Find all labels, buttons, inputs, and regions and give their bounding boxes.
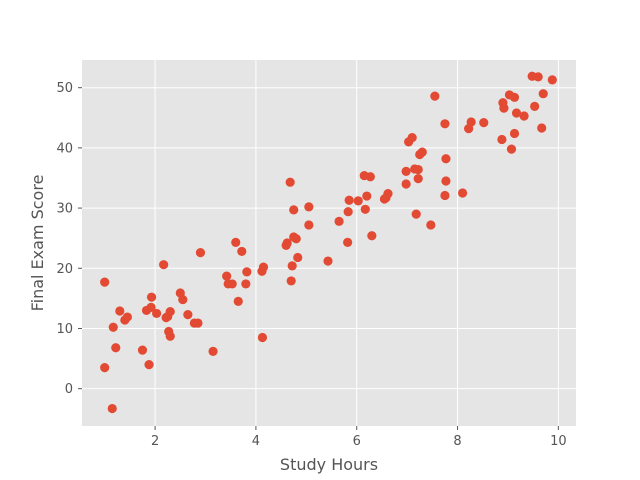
data-point	[291, 234, 301, 244]
data-point	[144, 359, 154, 370]
data-point	[289, 205, 299, 215]
data-point	[100, 363, 110, 373]
y-axis-label: Final Exam Score	[28, 175, 47, 312]
data-point	[519, 111, 529, 121]
data-point	[407, 133, 417, 143]
data-point	[537, 123, 547, 133]
x-axis-label: Study Hours	[280, 455, 378, 474]
data-point	[344, 195, 354, 205]
data-point	[499, 103, 509, 113]
data-point	[286, 276, 296, 286]
data-point	[222, 271, 232, 281]
data-point	[258, 262, 269, 272]
y-tick-label: 0	[65, 382, 73, 397]
data-point	[146, 302, 156, 313]
x-tick-label: 4	[252, 434, 260, 449]
data-point	[231, 237, 241, 247]
x-tick-label: 6	[353, 434, 361, 449]
data-point	[509, 128, 520, 139]
data-point	[304, 202, 314, 212]
data-point	[111, 343, 121, 353]
data-point	[383, 189, 393, 199]
x-tick-label: 8	[453, 434, 461, 449]
data-point	[401, 179, 411, 189]
data-point	[122, 312, 132, 322]
data-point	[108, 322, 118, 332]
data-point	[441, 176, 451, 186]
data-point	[506, 144, 517, 154]
data-point	[343, 207, 353, 217]
data-point	[343, 237, 353, 247]
data-point	[293, 252, 303, 263]
data-point	[146, 292, 157, 302]
data-point	[353, 196, 363, 206]
data-point	[178, 294, 188, 305]
data-points	[100, 71, 557, 414]
data-point	[362, 191, 372, 201]
data-point	[457, 188, 468, 198]
data-point	[538, 89, 548, 99]
data-point	[334, 216, 344, 226]
data-point	[242, 267, 252, 277]
data-point	[193, 318, 203, 328]
data-point	[466, 117, 476, 127]
data-point	[413, 173, 423, 184]
data-point	[360, 204, 370, 214]
data-point	[401, 166, 411, 176]
data-point	[137, 345, 148, 355]
data-point	[304, 220, 314, 230]
data-point	[479, 118, 489, 128]
y-tick-label: 40	[56, 141, 73, 156]
data-point	[530, 101, 540, 111]
data-point	[440, 119, 450, 129]
data-point	[441, 154, 451, 164]
plot-area	[82, 60, 576, 426]
x-tick-label: 10	[550, 434, 567, 449]
data-point	[107, 403, 117, 414]
data-point	[152, 308, 162, 319]
data-point	[413, 164, 423, 175]
data-point	[115, 306, 125, 316]
y-tick-label: 20	[56, 262, 73, 277]
data-point	[183, 310, 193, 320]
data-point	[257, 332, 268, 343]
y-axis-ticks: 0 10 20 30 40 50	[56, 81, 82, 397]
data-point	[287, 261, 297, 271]
data-point	[509, 92, 520, 102]
y-tick-label: 50	[56, 81, 73, 96]
data-point	[367, 231, 377, 241]
data-point	[430, 91, 440, 101]
data-point	[165, 307, 175, 317]
data-point	[285, 177, 295, 187]
data-point	[417, 147, 427, 157]
data-point	[497, 134, 507, 145]
x-axis-ticks: 2 4 6 8 10	[151, 426, 567, 449]
data-point	[241, 279, 251, 289]
data-point	[237, 246, 247, 257]
data-point	[208, 346, 218, 356]
data-point	[323, 256, 333, 266]
data-point	[547, 75, 557, 85]
data-point	[165, 331, 175, 341]
data-point	[365, 172, 375, 182]
data-point	[533, 72, 543, 82]
data-point	[440, 190, 450, 201]
data-point	[159, 260, 169, 270]
data-point	[426, 220, 436, 230]
y-tick-label: 30	[56, 202, 73, 217]
data-point	[227, 279, 237, 289]
data-point	[282, 238, 292, 248]
data-point	[100, 277, 110, 287]
data-point	[511, 108, 522, 118]
data-point	[233, 296, 243, 306]
x-tick-label: 2	[151, 434, 159, 449]
y-tick-label: 10	[56, 322, 73, 337]
data-point	[411, 209, 421, 219]
data-point	[195, 248, 206, 258]
